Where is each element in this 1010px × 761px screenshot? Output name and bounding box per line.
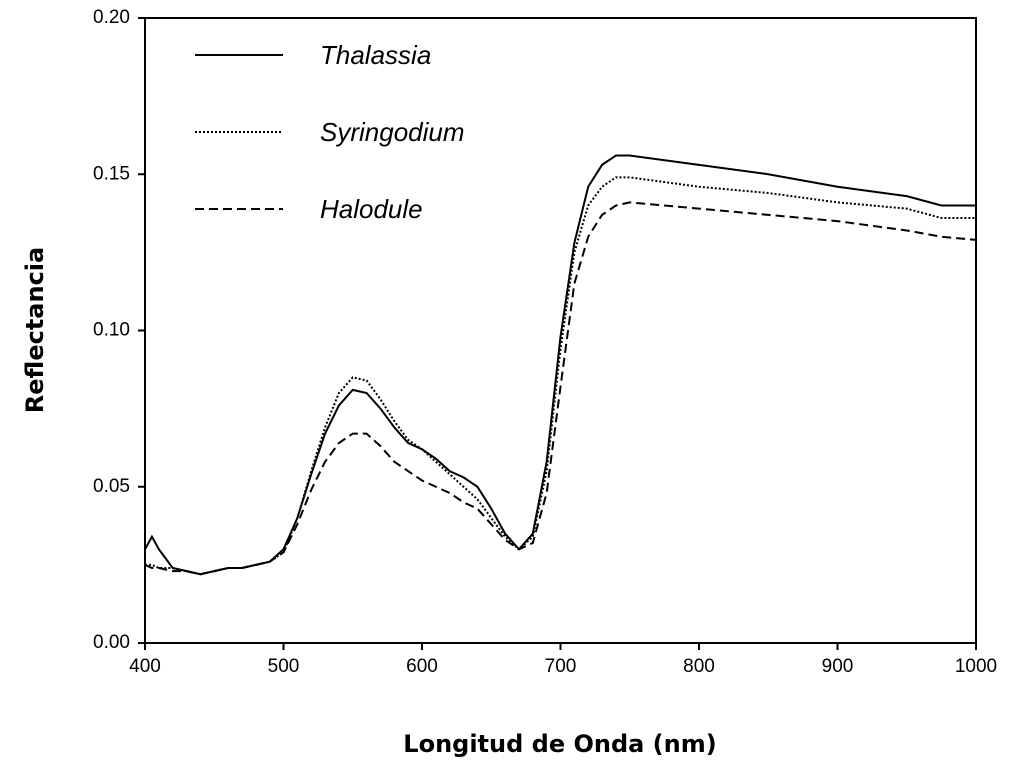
legend-label: Halodule [320,194,423,224]
y-tick-label: 0.05 [93,476,130,497]
legend-label: Syringodium [320,117,465,147]
x-tick-label: 700 [545,656,577,677]
y-tick-label: 0.20 [93,7,130,28]
x-axis-title: Longitud de Onda (nm) [403,730,716,758]
series-line [144,154,976,576]
y-tick-label: 0.00 [93,632,130,653]
x-tick-label: 1000 [955,656,997,677]
x-tick-label: 900 [822,656,854,677]
legend-label: Thalassia [320,40,431,70]
x-tick-label: 500 [268,656,300,677]
y-tick-label: 0.10 [93,320,130,341]
series-line [145,176,976,576]
x-tick-label: 400 [129,656,161,677]
x-tick-label: 800 [683,656,715,677]
series-line [144,201,977,576]
x-tick-label: 600 [406,656,438,677]
y-axis-title: Reflectancia [21,247,49,413]
y-tick-label: 0.15 [93,163,130,184]
